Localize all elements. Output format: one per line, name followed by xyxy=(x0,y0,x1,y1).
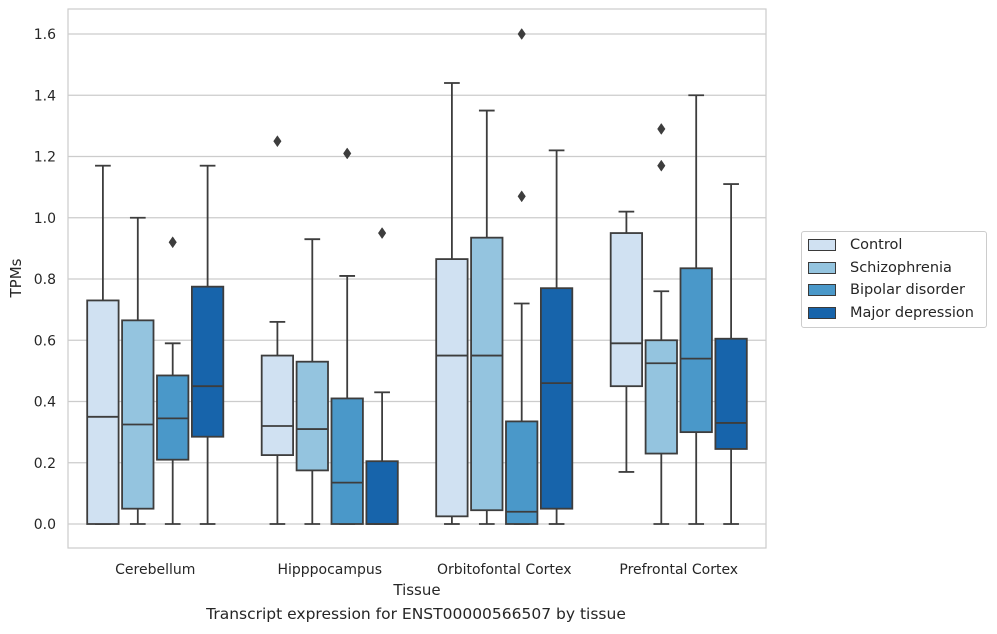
x-tick-label: Prefrontal Cortex xyxy=(619,562,738,578)
box-body xyxy=(365,460,399,525)
box-body xyxy=(295,360,329,472)
series-bipolar-disorder xyxy=(156,28,713,525)
outlier-point xyxy=(273,135,282,148)
y-tick-label: 1.4 xyxy=(34,88,56,104)
box-body xyxy=(679,267,713,434)
y-tick-label: 0.2 xyxy=(34,456,56,472)
legend-swatch-bipolar-disorder xyxy=(808,284,836,296)
legend-item-schizophrenia: Schizophrenia xyxy=(808,258,952,278)
box xyxy=(435,82,469,525)
box xyxy=(190,164,225,525)
box xyxy=(121,216,155,525)
x-tick-label: Cerebellum xyxy=(115,562,195,578)
y-tick-label: 0.6 xyxy=(34,333,56,349)
outlier-point xyxy=(657,122,666,135)
legend-label-schizophrenia: Schizophrenia xyxy=(850,259,952,276)
box-body xyxy=(470,236,504,512)
legend-label-major-depression: Major depression xyxy=(850,304,974,321)
series-schizophrenia xyxy=(121,109,678,525)
legend-label-bipolar-disorder: Bipolar disorder xyxy=(850,282,965,298)
box xyxy=(156,236,190,525)
y-tick-label: 1.0 xyxy=(34,211,56,227)
legend-swatch-control xyxy=(808,239,836,251)
x-tick-labels: Cerebellum Hipppocampus Orbitofontal Corte… xyxy=(115,562,738,578)
x-tick-label: Orbitofontal Cortex xyxy=(437,562,572,578)
y-tick-label: 0.4 xyxy=(34,395,56,411)
legend-swatch-major-depression xyxy=(808,306,836,319)
box xyxy=(505,28,539,525)
series-major-depression xyxy=(190,149,748,525)
outlier-point xyxy=(657,159,666,172)
y-tick-label: 0.8 xyxy=(34,272,56,288)
y-tick-labels: 0.0 0.2 0.4 0.6 0.8 1.0 1.2 1.4 1.6 xyxy=(34,27,56,533)
box xyxy=(679,94,713,525)
plot-area-frame xyxy=(67,8,767,549)
box xyxy=(330,147,364,525)
box xyxy=(644,122,678,525)
box xyxy=(539,149,574,525)
figure-caption: Transcript expression for ENST0000056650… xyxy=(206,605,626,623)
box-body xyxy=(260,354,295,456)
box-body xyxy=(539,287,574,510)
box xyxy=(260,135,295,525)
legend-item-control: Control xyxy=(808,235,902,255)
box xyxy=(86,164,120,525)
box xyxy=(365,227,399,525)
y-tick-label: 1.2 xyxy=(34,150,56,166)
outlier-point xyxy=(517,190,526,203)
box-body xyxy=(435,258,469,518)
y-axis-label: TPMs xyxy=(7,258,25,298)
outlier-point xyxy=(517,28,526,40)
box-body xyxy=(505,420,539,525)
box-body xyxy=(714,337,748,450)
legend-item-major-depression: Major depression xyxy=(808,303,974,323)
box-body xyxy=(609,232,644,388)
y-tick-label: 1.6 xyxy=(34,27,56,43)
box xyxy=(714,183,748,525)
x-tick-label: Hipppocampus xyxy=(277,562,382,578)
legend: Control Schizophrenia Bipolar disorder M… xyxy=(801,231,987,328)
box-series xyxy=(86,28,748,525)
box xyxy=(295,238,329,525)
y-tick-label: 0.0 xyxy=(34,517,56,533)
series-control xyxy=(86,82,644,525)
outlier-point xyxy=(377,227,387,240)
box xyxy=(609,210,644,473)
x-axis-label: Tissue xyxy=(392,581,440,599)
outlier-point xyxy=(168,236,177,249)
box-body xyxy=(86,299,120,525)
legend-label-control: Control xyxy=(850,237,903,253)
legend-swatch-schizophrenia xyxy=(808,261,836,274)
box xyxy=(470,109,504,525)
box-body xyxy=(121,319,155,510)
outlier-point xyxy=(343,147,352,160)
box-body xyxy=(190,285,225,438)
box-body xyxy=(644,339,678,455)
legend-item-bipolar-disorder: Bipolar disorder xyxy=(808,280,965,300)
box-body xyxy=(330,397,364,525)
